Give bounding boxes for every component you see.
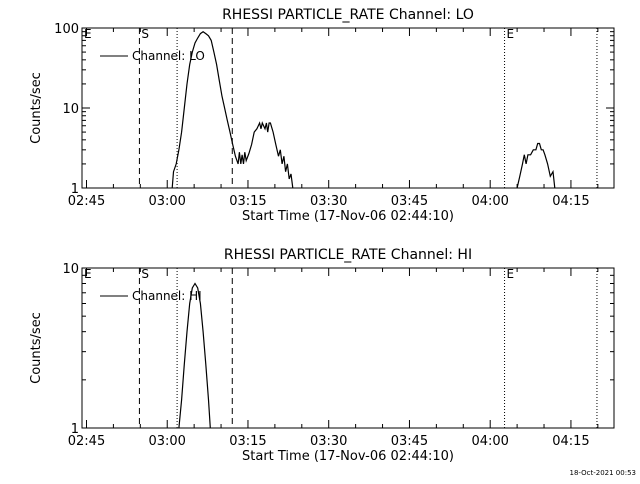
y-tick-label: 10 bbox=[62, 262, 79, 277]
x-axis-label: Start Time (17-Nov-06 02:44:10) bbox=[242, 449, 454, 464]
x-tick-label: 03:00 bbox=[148, 434, 185, 449]
y-tick-label: 1 bbox=[71, 422, 79, 437]
generation-timestamp: 18-Oct-2021 00:53 bbox=[569, 469, 636, 477]
series-line bbox=[171, 30, 294, 189]
marker-label: E bbox=[507, 27, 515, 41]
y-axis-label: Counts/sec bbox=[29, 312, 44, 384]
x-tick-label: 04:00 bbox=[471, 194, 508, 209]
series-line bbox=[178, 282, 211, 429]
x-tick-label: 03:45 bbox=[391, 194, 428, 209]
x-axis-label: Start Time (17-Nov-06 02:44:10) bbox=[242, 209, 454, 224]
x-tick-label: 02:45 bbox=[68, 434, 105, 449]
x-tick-label: 04:00 bbox=[471, 434, 508, 449]
legend-label: Channel: LO bbox=[132, 49, 205, 63]
marker-label: E bbox=[507, 267, 515, 281]
x-tick-label: 03:00 bbox=[148, 194, 185, 209]
marker-label: S bbox=[141, 267, 149, 281]
y-tick-label: 1 bbox=[71, 182, 79, 197]
chart-title: RHESSI PARTICLE_RATE Channel: HI bbox=[224, 247, 472, 263]
legend-label: Channel: HI bbox=[132, 289, 202, 303]
y-axis-label: Counts/sec bbox=[29, 72, 44, 144]
x-tick-label: 03:30 bbox=[310, 434, 347, 449]
x-tick-label: 04:15 bbox=[552, 194, 589, 209]
chart-title: RHESSI PARTICLE_RATE Channel: LO bbox=[222, 7, 474, 23]
marker-label: E bbox=[84, 27, 92, 41]
plot-frame bbox=[81, 267, 615, 429]
y-tick-label: 10 bbox=[62, 102, 79, 117]
x-tick-label: 03:45 bbox=[391, 434, 428, 449]
series-line bbox=[516, 142, 556, 189]
marker-label: S bbox=[141, 27, 149, 41]
x-tick-label: 04:15 bbox=[552, 434, 589, 449]
x-tick-label: 03:30 bbox=[310, 194, 347, 209]
x-tick-label: 03:15 bbox=[229, 434, 266, 449]
x-tick-label: 03:15 bbox=[229, 194, 266, 209]
marker-label: E bbox=[84, 267, 92, 281]
y-tick-label: 100 bbox=[54, 22, 79, 37]
x-tick-label: 02:45 bbox=[68, 194, 105, 209]
